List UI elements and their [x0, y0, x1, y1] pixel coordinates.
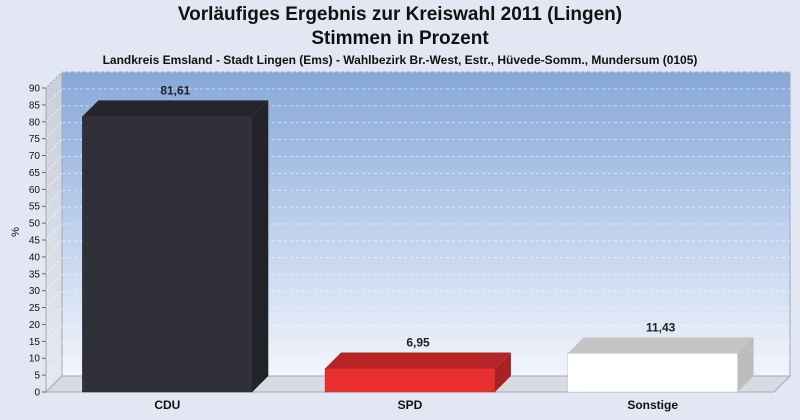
x-tick-label: SPD [398, 398, 423, 412]
data-label: 81,61 [160, 83, 190, 97]
bar-sonstige [567, 337, 754, 393]
y-tick-label: 45 [29, 236, 41, 247]
y-tick-label: 40 [29, 252, 41, 263]
y-tick-label: 10 [29, 354, 41, 365]
chart-title: Vorläufiges Ergebnis zur Kreiswahl 2011 … [177, 4, 623, 25]
x-tick-label: Sonstige [627, 398, 678, 412]
chart-subtitle: Landkreis Emsland - Stadt Lingen (Ems) -… [102, 53, 698, 67]
y-tick-label: 20 [29, 320, 41, 331]
y-tick-label: 65 [29, 168, 41, 179]
bar-top [567, 337, 754, 354]
y-tick-label: 5 [34, 371, 40, 382]
bar-top [82, 100, 269, 117]
y-tick-label: 55 [29, 202, 41, 213]
chart-title-line2: Stimmen in Prozent [311, 28, 489, 49]
y-tick-label: 0 [34, 388, 40, 399]
y-tick-label: 60 [29, 185, 41, 196]
bar-front [82, 116, 253, 393]
bar-front [324, 368, 496, 393]
y-tick-label: 30 [29, 286, 41, 297]
x-tick-label: CDU [154, 398, 180, 412]
bar-front [567, 353, 738, 393]
y-tick-label: 80 [29, 117, 41, 128]
y-tick-label: 90 [29, 84, 41, 95]
bar-side [494, 352, 511, 392]
y-tick-label: 85 [29, 100, 41, 111]
bar-cdu [82, 100, 269, 393]
y-tick-label: 70 [29, 151, 41, 162]
bar-top [325, 352, 511, 369]
bar-side [252, 100, 269, 393]
bar-side [737, 337, 754, 392]
bar-spd [324, 352, 511, 393]
data-label: 11,43 [646, 320, 676, 334]
y-tick-label: 15 [29, 337, 41, 348]
y-tick-label: 25 [29, 303, 41, 314]
y-tick-label: 50 [29, 219, 41, 230]
plot-left-wall [45, 70, 63, 394]
y-tick-label: 75 [29, 134, 41, 145]
y-tick-label: 35 [29, 269, 41, 280]
data-label: 6,95 [406, 336, 430, 350]
